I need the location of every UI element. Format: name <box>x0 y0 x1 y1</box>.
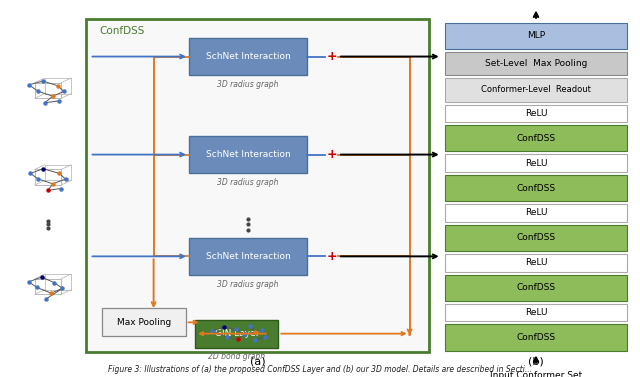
Text: Set-Level  Max Pooling: Set-Level Max Pooling <box>485 59 587 68</box>
Text: ConfDSS: ConfDSS <box>516 333 556 342</box>
Text: (a): (a) <box>250 357 266 367</box>
Text: 2D bond graph: 2D bond graph <box>208 352 266 360</box>
FancyBboxPatch shape <box>445 155 627 172</box>
FancyBboxPatch shape <box>445 204 627 222</box>
Text: 3D radius graph: 3D radius graph <box>217 80 279 89</box>
Text: Max Pooling: Max Pooling <box>117 318 171 327</box>
FancyBboxPatch shape <box>189 238 307 275</box>
FancyBboxPatch shape <box>445 225 627 251</box>
FancyBboxPatch shape <box>445 105 627 122</box>
FancyBboxPatch shape <box>102 308 186 337</box>
Text: SchNet Interaction: SchNet Interaction <box>205 150 291 159</box>
Text: ReLU: ReLU <box>525 308 547 317</box>
Text: SchNet Interaction: SchNet Interaction <box>205 252 291 261</box>
FancyBboxPatch shape <box>445 125 627 152</box>
Text: ConfDSS: ConfDSS <box>99 26 145 37</box>
FancyBboxPatch shape <box>445 52 627 75</box>
Text: Figure 3: Illustrations of (a) the proposed ConfDSS Layer and (b) our 3D model. : Figure 3: Illustrations of (a) the propo… <box>108 365 532 374</box>
Text: +: + <box>326 250 337 263</box>
Text: SchNet Interaction: SchNet Interaction <box>205 52 291 61</box>
Text: Input Conformer Set: Input Conformer Set <box>490 371 582 377</box>
Text: ConfDSS: ConfDSS <box>516 184 556 193</box>
FancyBboxPatch shape <box>195 320 278 348</box>
Text: +: + <box>326 50 337 63</box>
FancyBboxPatch shape <box>445 175 627 201</box>
FancyBboxPatch shape <box>445 304 627 321</box>
FancyBboxPatch shape <box>86 19 429 352</box>
FancyBboxPatch shape <box>445 78 627 102</box>
FancyBboxPatch shape <box>445 254 627 271</box>
Text: ConfDSS: ConfDSS <box>516 233 556 242</box>
Text: MLP: MLP <box>527 31 545 40</box>
FancyBboxPatch shape <box>445 324 627 351</box>
Text: 3D radius graph: 3D radius graph <box>217 178 279 187</box>
Text: ReLU: ReLU <box>525 159 547 168</box>
FancyBboxPatch shape <box>189 38 307 75</box>
FancyBboxPatch shape <box>445 274 627 301</box>
Text: ReLU: ReLU <box>525 208 547 218</box>
Text: ReLU: ReLU <box>525 258 547 267</box>
Text: (b): (b) <box>528 357 544 367</box>
Text: GIN Layer: GIN Layer <box>214 329 259 338</box>
Text: ConfDSS: ConfDSS <box>516 134 556 143</box>
Text: Conformer-Level  Readout: Conformer-Level Readout <box>481 86 591 94</box>
Text: ConfDSS: ConfDSS <box>516 283 556 292</box>
Text: +: + <box>326 148 337 161</box>
FancyBboxPatch shape <box>189 136 307 173</box>
Text: 3D radius graph: 3D radius graph <box>217 280 279 289</box>
Text: ReLU: ReLU <box>525 109 547 118</box>
FancyBboxPatch shape <box>445 23 627 49</box>
